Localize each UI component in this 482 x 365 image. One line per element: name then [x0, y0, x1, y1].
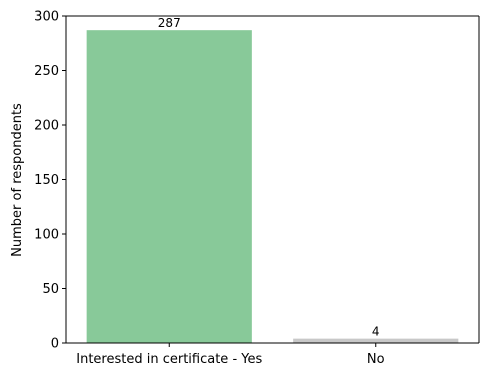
y-tick-label-1: 0 — [51, 337, 59, 352]
bar-2 — [293, 338, 459, 343]
y-tick-label-2: 50 — [42, 282, 59, 297]
chart-marks: 287 Interested in certificate - Yes 4 No 0 50… — [34, 10, 480, 365]
data-label-2: 4 — [372, 325, 380, 339]
y-tick-label-7: 300 — [34, 10, 59, 25]
x-tick-label-2: No — [367, 352, 385, 365]
y-tick-label-3: 100 — [34, 228, 59, 243]
y-tick-label-6: 250 — [34, 64, 59, 79]
bar-1 — [86, 30, 252, 343]
y-axis-title: Number of respondents — [10, 103, 25, 257]
y-tick-label-5: 200 — [34, 119, 59, 134]
y-tick-label-4: 150 — [34, 173, 59, 188]
data-label-1: 287 — [158, 16, 181, 30]
x-tick-label-1: Interested in certificate - Yes — [76, 352, 262, 365]
